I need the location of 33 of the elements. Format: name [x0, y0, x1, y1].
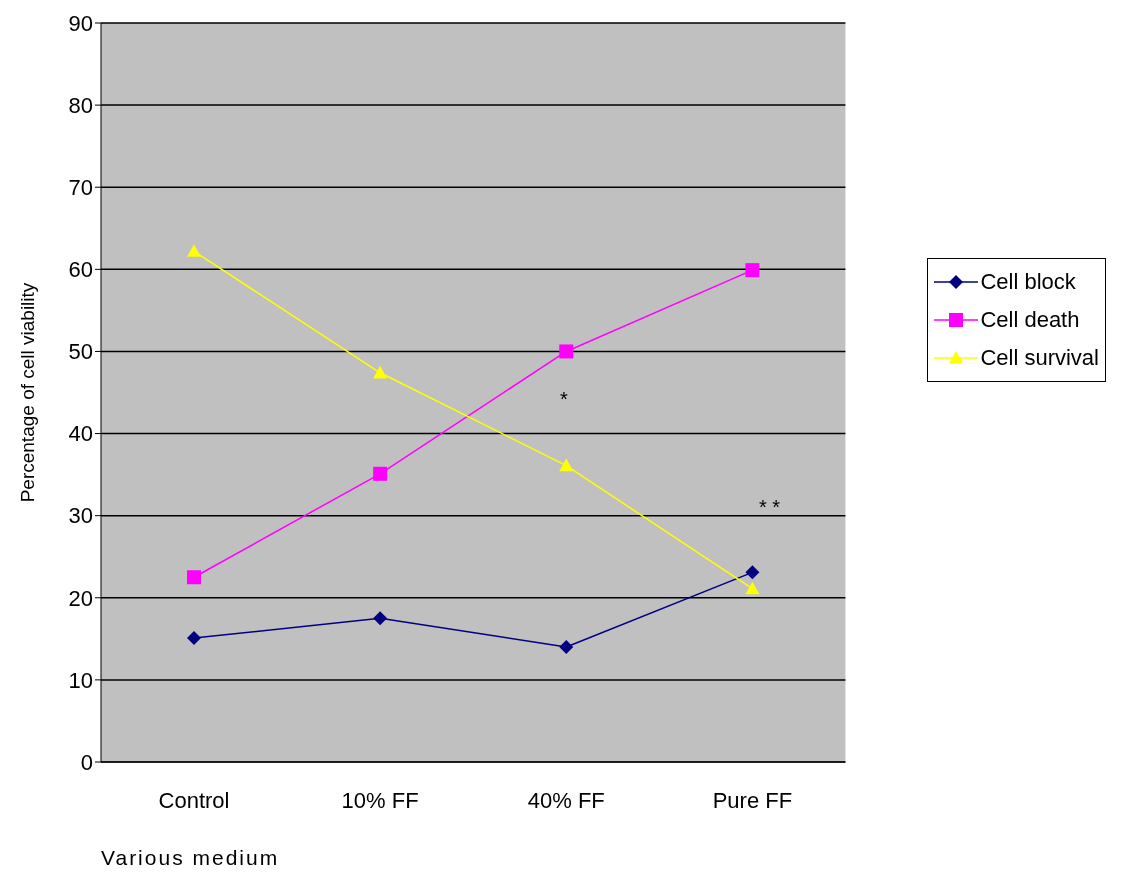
x-axis-title: Various medium	[101, 846, 280, 870]
point	[559, 458, 574, 472]
y-tick-label: 20	[68, 585, 93, 611]
x-tick-label: 10% FF	[341, 787, 419, 813]
x-tick-label: Control	[158, 787, 230, 813]
point	[745, 263, 760, 278]
y-tick-label: 0	[80, 749, 93, 775]
x-tick-label: Pure FF	[712, 787, 793, 813]
point	[559, 344, 574, 359]
point	[187, 570, 201, 585]
y-tick-label: 40	[68, 421, 93, 447]
x-tick-label: 40% FF	[527, 787, 605, 813]
legend-label: Cell death	[980, 307, 1080, 333]
point	[187, 631, 201, 646]
point	[373, 611, 388, 626]
y-tick-label: 90	[68, 10, 93, 36]
y-tick-label: 80	[68, 92, 93, 118]
y-tick-label: 10	[68, 667, 93, 693]
point	[373, 466, 388, 481]
y-axis-title: Percentage of cell viability	[16, 282, 38, 503]
y-tick-label: 30	[68, 503, 93, 529]
y-tick-label: 60	[68, 257, 93, 283]
point	[559, 640, 574, 655]
point	[745, 581, 760, 595]
point	[745, 565, 760, 580]
annotation: * *	[759, 496, 781, 519]
legend-label: Cell survival	[980, 345, 1099, 371]
y-tick-label: 70	[68, 175, 93, 201]
annotation: *	[560, 388, 568, 411]
legend-label: Cell block	[980, 269, 1076, 295]
point	[187, 244, 201, 257]
y-tick-label: 50	[68, 339, 93, 365]
point	[373, 365, 388, 379]
